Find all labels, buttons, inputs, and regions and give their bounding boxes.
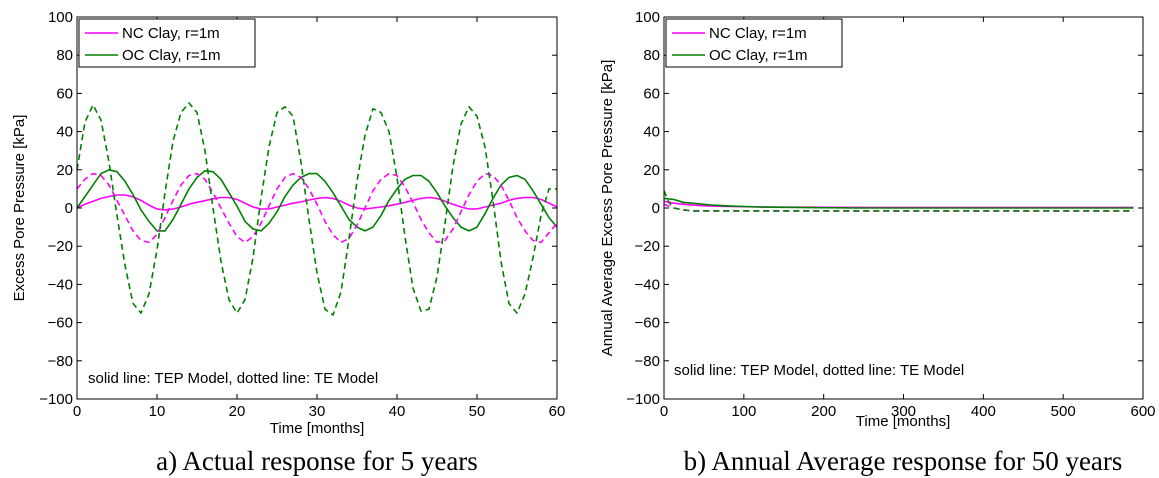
x-tick-label-a: 30 bbox=[309, 403, 326, 420]
y-tick-label-b: −60 bbox=[635, 315, 660, 332]
y-tick-label-a: −60 bbox=[48, 315, 73, 332]
series-line-b-te-oc bbox=[663, 190, 1134, 212]
x-tick-label-b: 300 bbox=[891, 403, 916, 420]
legend-entry-nc-a: NC Clay, r=1m bbox=[122, 25, 220, 42]
series-line-a-te-oc bbox=[76, 102, 557, 316]
y-tick-label-b: −40 bbox=[635, 276, 660, 293]
x-tick-label-a: 20 bbox=[229, 403, 246, 420]
y-tick-label-b: 100 bbox=[635, 9, 660, 26]
x-tick-label-b: 500 bbox=[1051, 403, 1076, 420]
y-tick-label-b: 60 bbox=[643, 85, 660, 102]
y-tick-label-b: −20 bbox=[635, 238, 660, 255]
legend-box-b bbox=[665, 18, 843, 68]
y-axis-label-b: Annual Average Excess Pore Pressure [kPa… bbox=[599, 60, 616, 357]
series-line-b-tep-oc bbox=[663, 197, 1134, 209]
y-axis-label-a: Excess Pore Pressure [kPa] bbox=[11, 115, 28, 302]
legend-box-a bbox=[78, 18, 256, 68]
y-tick-label-a: −40 bbox=[48, 276, 73, 293]
x-tick-label-b: 600 bbox=[1130, 403, 1155, 420]
x-tick-label-b: 200 bbox=[811, 403, 836, 420]
x-tick-label-b: 0 bbox=[660, 403, 668, 420]
legend-entry-nc-b: NC Clay, r=1m bbox=[709, 25, 807, 42]
series-line-a-tep-nc bbox=[76, 194, 558, 211]
x-tick-label-b: 400 bbox=[971, 403, 996, 420]
y-tick-label-a: −20 bbox=[48, 238, 73, 255]
y-tick-label-a: 100 bbox=[48, 9, 73, 26]
x-tick-label-a: 60 bbox=[549, 403, 566, 420]
x-axis-label-a: Time [months] bbox=[270, 420, 364, 437]
y-tick-label-a: 20 bbox=[56, 162, 73, 179]
annotation-a: solid line: TEP Model, dotted line: TE M… bbox=[88, 370, 378, 387]
legend-entry-oc-b: OC Clay, r=1m bbox=[709, 47, 808, 64]
y-tick-label-a: 60 bbox=[56, 85, 73, 102]
x-tick-label-b: 100 bbox=[731, 403, 756, 420]
x-tick-label-a: 50 bbox=[469, 403, 486, 420]
y-tick-label-b: 40 bbox=[643, 124, 660, 141]
series-layer-b bbox=[663, 190, 1134, 212]
x-tick-label-a: 10 bbox=[149, 403, 166, 420]
legend-entry-oc-a: OC Clay, r=1m bbox=[122, 47, 221, 64]
x-tick-label-a: 0 bbox=[73, 403, 81, 420]
y-tick-label-a: 80 bbox=[56, 47, 73, 64]
caption-a: a) Actual response for 5 years bbox=[156, 446, 478, 476]
series-layer-a bbox=[76, 102, 558, 316]
x-axis-label-b: Time [months] bbox=[856, 413, 950, 430]
series-line-a-tep-oc bbox=[76, 169, 558, 232]
series-line-a-te-nc bbox=[76, 172, 558, 244]
y-tick-label-b: −100 bbox=[626, 391, 660, 408]
y-tick-label-a: 0 bbox=[65, 200, 73, 217]
y-tick-label-b: 0 bbox=[652, 200, 660, 217]
legend-b: NC Clay, r=1m OC Clay, r=1m bbox=[665, 18, 843, 68]
series-line-b-te-nc bbox=[663, 203, 1134, 212]
caption-b: b) Annual Average response for 50 years bbox=[684, 446, 1123, 476]
y-tick-label-a: −100 bbox=[39, 391, 73, 408]
legend-a: NC Clay, r=1m OC Clay, r=1m bbox=[78, 18, 256, 68]
y-tick-label-b: −80 bbox=[635, 353, 660, 370]
y-tick-label-b: 20 bbox=[643, 162, 660, 179]
y-tick-label-a: −80 bbox=[48, 353, 73, 370]
y-tick-label-b: 80 bbox=[643, 47, 660, 64]
annotation-b: solid line: TEP Model, dotted line: TE M… bbox=[674, 362, 964, 379]
y-tick-label-a: 40 bbox=[56, 124, 73, 141]
x-tick-label-a: 40 bbox=[389, 403, 406, 420]
plot-area-a bbox=[77, 17, 557, 399]
